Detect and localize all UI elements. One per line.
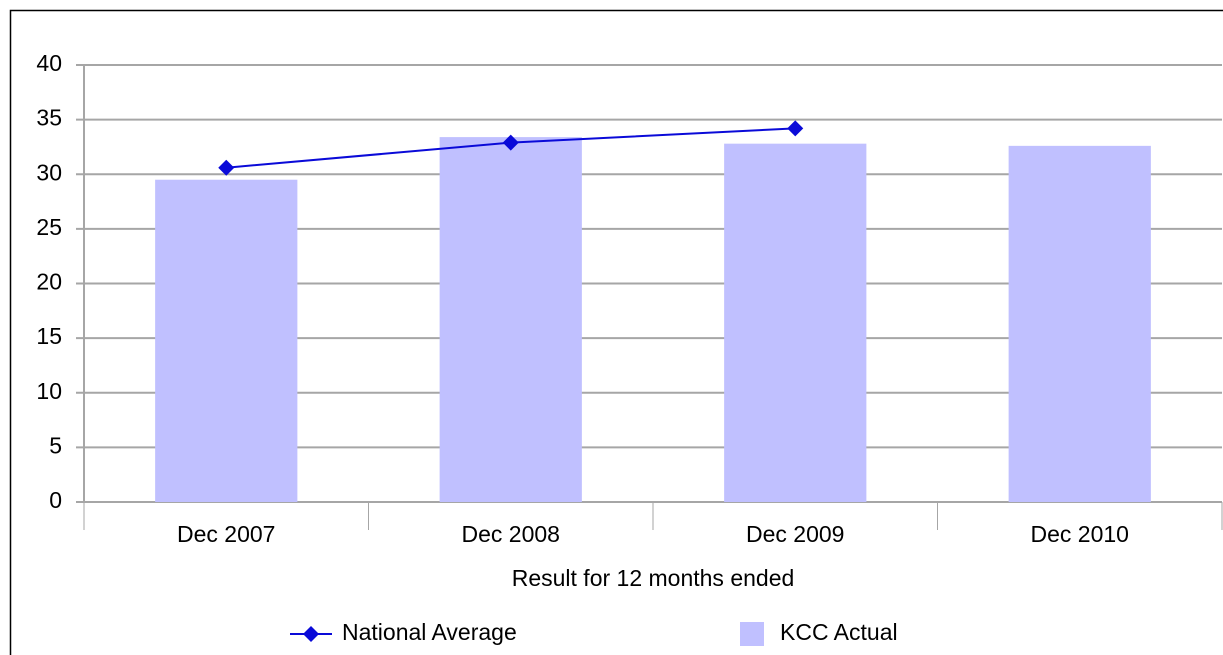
x-tick-label: Dec 2008 <box>462 521 560 547</box>
y-tick-label: 35 <box>36 105 62 131</box>
legend-label: National Average <box>342 619 517 645</box>
y-tick-label: 20 <box>36 269 62 295</box>
y-tick-label: 15 <box>36 323 62 349</box>
bar <box>155 179 298 502</box>
line-marker <box>218 159 235 176</box>
y-tick-label: 5 <box>49 432 62 458</box>
x-tick-label: Dec 2007 <box>177 521 275 547</box>
line-marker <box>787 120 804 137</box>
bar <box>1008 145 1151 502</box>
x-tick-label: Dec 2009 <box>746 521 844 547</box>
y-tick-label: 10 <box>36 378 62 404</box>
bar <box>724 143 867 502</box>
bar <box>439 137 582 503</box>
y-tick-label: 30 <box>36 159 62 185</box>
legend-swatch <box>303 626 319 642</box>
y-tick-label: 0 <box>49 487 62 513</box>
y-tick-label: 40 <box>36 50 62 76</box>
legend-label: KCC Actual <box>780 619 898 645</box>
legend-swatch <box>740 622 764 646</box>
y-tick-label: 25 <box>36 214 62 240</box>
x-axis-label: Result for 12 months ended <box>512 565 795 591</box>
x-tick-label: Dec 2010 <box>1031 521 1129 547</box>
line-marker <box>502 134 519 151</box>
